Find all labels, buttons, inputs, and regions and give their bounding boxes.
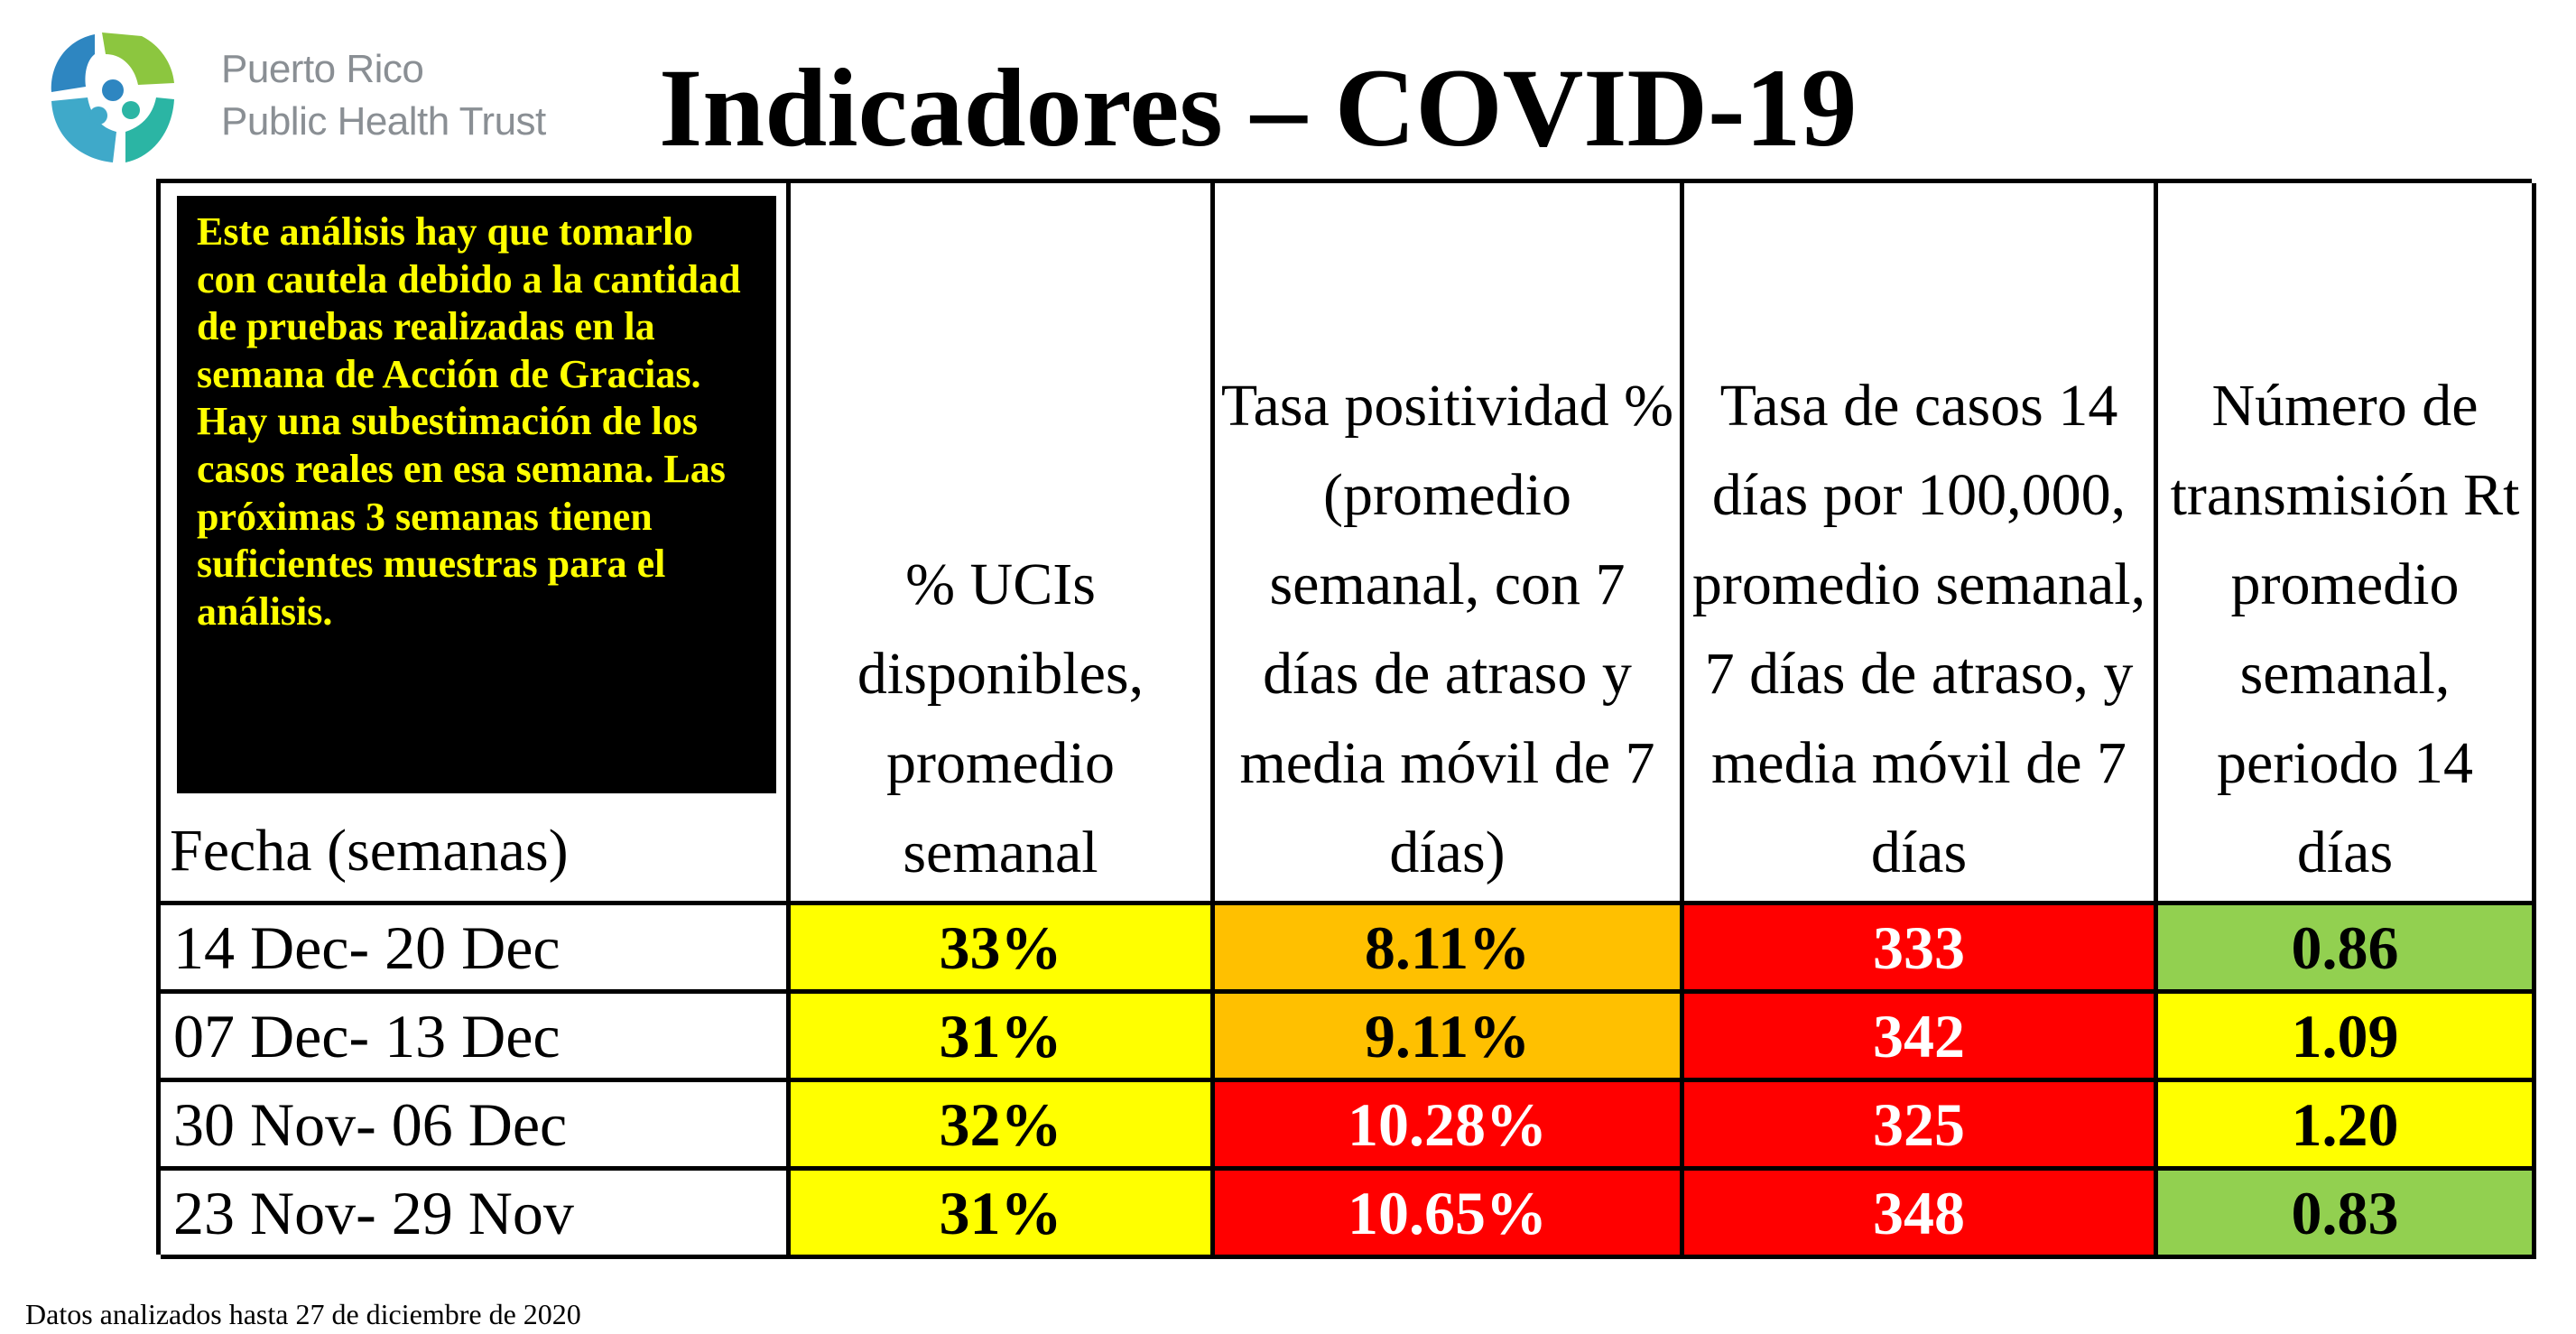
row-date-cell: 14 Dec- 20 Dec (161, 905, 791, 994)
casos-cell: 348 (1684, 1171, 2158, 1259)
casos-cell: 325 (1684, 1082, 2158, 1171)
header-ucis-label: % UCIs disponibles, promedio semanal (857, 551, 1144, 885)
org-name: Puerto Rico Public Health Trust (221, 43, 600, 148)
header-casos-label: Tasa de casos 14 días por 100,000, prome… (1691, 373, 2146, 885)
header-positividad-label: Tasa positividad % (promedio semanal, co… (1220, 373, 1674, 885)
row-date-cell: 23 Nov- 29 Nov (161, 1171, 791, 1259)
header-fecha-label: Fecha (semanas) (170, 818, 569, 884)
positividad-cell: 10.28% (1215, 1082, 1684, 1171)
rt-cell: 0.83 (2158, 1171, 2536, 1259)
positividad-cell: 9.11% (1215, 994, 1684, 1082)
page-title: Indicadores – COVID-19 (659, 46, 1858, 170)
indicators-table: Este análisis hay que tomarlo con cautel… (156, 179, 2536, 1259)
header-cell-casos: Tasa de casos 14 días por 100,000, prome… (1684, 183, 2158, 905)
header-cell-fecha: Este análisis hay que tomarlo con cautel… (161, 183, 791, 905)
ucis-cell: 31% (791, 1171, 1215, 1259)
rt-cell: 0.86 (2158, 905, 2536, 994)
header-cell-positividad: Tasa positividad % (promedio semanal, co… (1215, 183, 1684, 905)
footer-note: Datos analizados hasta 27 de diciembre d… (25, 1298, 581, 1330)
public-health-trust-logo-icon (51, 32, 174, 162)
positividad-cell: 10.65% (1215, 1171, 1684, 1259)
org-name-line2: Public Health Trust (221, 99, 546, 144)
header-rt-label: Número de transmisión Rt promedio semana… (2170, 373, 2520, 885)
rt-cell: 1.20 (2158, 1082, 2536, 1171)
header-cell-ucis: % UCIs disponibles, promedio semanal (791, 183, 1215, 905)
ucis-cell: 32% (791, 1082, 1215, 1171)
rt-cell: 1.09 (2158, 994, 2536, 1082)
row-date-cell: 30 Nov- 06 Dec (161, 1082, 791, 1171)
row-date-cell: 07 Dec- 13 Dec (161, 994, 791, 1082)
casos-cell: 342 (1684, 994, 2158, 1082)
ucis-cell: 31% (791, 994, 1215, 1082)
casos-cell: 333 (1684, 905, 2158, 994)
ucis-cell: 33% (791, 905, 1215, 994)
caution-notice: Este análisis hay que tomarlo con cautel… (177, 196, 776, 793)
org-name-line1: Puerto Rico (221, 47, 424, 91)
positividad-cell: 8.11% (1215, 905, 1684, 994)
header-cell-rt: Número de transmisión Rt promedio semana… (2158, 183, 2536, 905)
